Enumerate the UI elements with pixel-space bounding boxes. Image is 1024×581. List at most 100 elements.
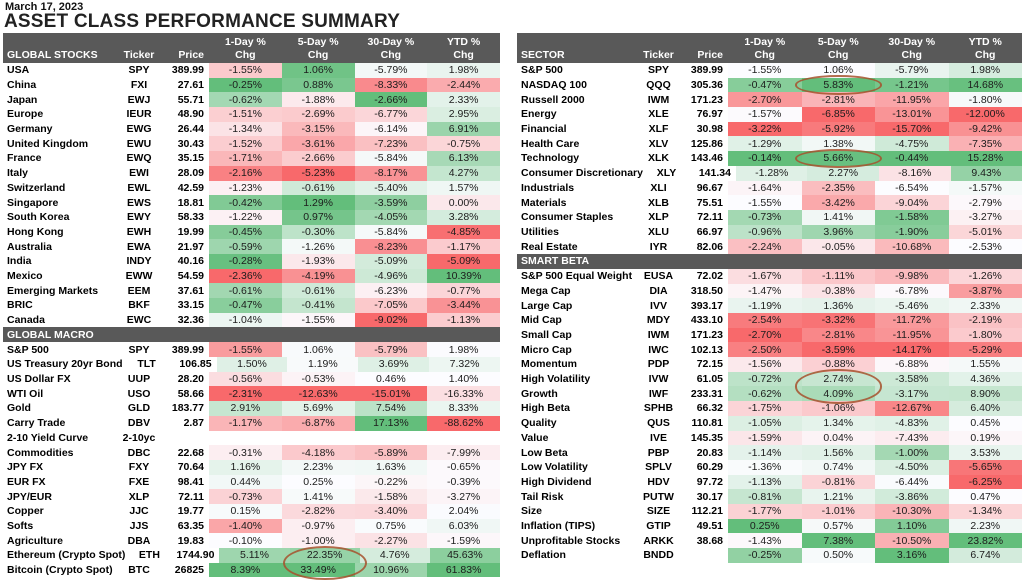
table-row: Low Volatility SPLV 60.29 -1.36% 0.74% -4.50%… xyxy=(517,459,1022,475)
table-row: Consumer Staples XLP 72.11 -0.73% 1.41% -1.58… xyxy=(517,209,1022,225)
price-cell: 98.41 xyxy=(177,475,204,488)
asset-label: Micro Cap xyxy=(521,343,572,356)
pct-cell: 0.00% xyxy=(427,195,500,210)
pct-cell: -4.19% xyxy=(281,268,355,284)
price-cell: 145.35 xyxy=(690,431,723,444)
asset-label: BRIC xyxy=(7,299,33,312)
price-cell: 60.29 xyxy=(696,461,723,474)
pct-cell: -1.90% xyxy=(875,224,949,240)
asset-label: Consumer Staples xyxy=(521,211,614,224)
table-row: Japan EWJ 55.71 -0.62% -1.88% -2.66% 2.33% xyxy=(3,92,500,108)
table-row: Technology XLK 143.46 -0.14% 5.66% -0.44% 15.2… xyxy=(517,151,1022,166)
pct-cell: -1.55% xyxy=(281,312,355,328)
ticker-cell: DBC xyxy=(127,446,151,459)
asset-label: Bitcoin (Crypto Spot) xyxy=(7,564,113,577)
pct-cell: 17.13% xyxy=(354,415,428,431)
pct-cell: -0.41% xyxy=(281,298,355,313)
table-row: Canada EWC 32.36 -1.04% -1.55% -9.02% -1.13% xyxy=(3,312,500,328)
pct-cell: -6.88% xyxy=(875,357,949,372)
pct-cell: 1.06% xyxy=(801,63,875,78)
table-header: GLOBAL STOCKS Ticker Price 1-Day % Chg 5-Day … xyxy=(3,33,500,63)
asset-label: Singapore xyxy=(7,196,59,209)
column-header-period: 30-Day % Chg xyxy=(355,33,428,63)
pct-cell: -1.67% xyxy=(728,268,802,284)
ticker-cell: IWF xyxy=(648,387,669,400)
pct-cell: -0.73% xyxy=(728,209,802,225)
price-cell: 18.81 xyxy=(177,196,204,209)
ticker-cell: PDP xyxy=(647,358,670,371)
asset-label: Energy xyxy=(521,108,557,121)
pct-cell: 6.91% xyxy=(427,121,500,137)
pct-cell: -5.79% xyxy=(875,63,949,78)
pct-cell: -3.59% xyxy=(354,195,428,210)
table-row: United Kingdom EWU 30.43 -1.52% -3.61% -7.23%… xyxy=(3,136,500,152)
period-label: YTD % xyxy=(968,36,1002,48)
pct-cell: -0.30% xyxy=(281,224,355,240)
section-header: SMART BETA xyxy=(517,253,1022,269)
pct-cell: -0.61% xyxy=(281,283,355,298)
pct-cell: 1.21% xyxy=(801,489,875,504)
pct-cell: 1.40% xyxy=(427,371,500,387)
asset-label: High Beta xyxy=(521,402,571,415)
pct-cell: -16.33% xyxy=(427,386,500,402)
price-cell: 1744.90 xyxy=(176,549,215,562)
pct-cell: -1.14% xyxy=(728,445,802,460)
ticker-cell: XLP xyxy=(648,211,669,224)
table-row: US Treasury 20yr Bond TLT 106.85 1.50% 1.19%… xyxy=(3,357,500,372)
pct-cell: -15.01% xyxy=(354,386,428,402)
asset-label: India xyxy=(7,255,32,268)
pct-cell: -1.28% xyxy=(735,165,808,181)
ticker-cell: EWA xyxy=(127,240,151,253)
pct-cell: -3.17% xyxy=(875,386,949,402)
asset-label: US Dollar FX xyxy=(7,373,71,386)
price-cell: 143.46 xyxy=(690,152,723,165)
ticker-cell: EWG xyxy=(126,123,152,136)
ticker-cell: QQQ xyxy=(646,79,671,92)
ticker-cell: EWH xyxy=(126,225,152,238)
pct-cell: -5.84% xyxy=(354,151,428,166)
pct-cell: -2.81% xyxy=(801,327,875,343)
pct-cell: -9.04% xyxy=(875,195,949,210)
table-row: Deflation BNDD -0.25% 0.50% 3.16% 6.74% xyxy=(517,548,1022,563)
pct-cell: -5.23% xyxy=(281,165,355,181)
table-row: USA SPY 389.99 -1.55% 1.06% -5.79% 1.98% xyxy=(3,63,500,78)
pct-cell: -8.17% xyxy=(354,165,428,181)
pct-cell: -3.32% xyxy=(801,313,875,328)
ticker-cell: SPHB xyxy=(643,402,674,415)
table-row: Financial XLF 30.98 -3.22% -5.92% -15.70% -9.4… xyxy=(517,121,1022,137)
pct-cell: 4.76% xyxy=(359,548,430,563)
pct-cell: 1.50% xyxy=(216,357,288,372)
ticker-cell: 2-10yc xyxy=(122,431,156,444)
pct-cell: 1.06% xyxy=(281,63,355,78)
pct-cell: -1.13% xyxy=(427,312,500,328)
pct-cell: 0.47% xyxy=(948,489,1022,504)
pct-cell: -1.05% xyxy=(728,415,802,431)
asset-label: United Kingdom xyxy=(7,137,89,150)
table-row: Russell 2000 IWM 171.23 -2.70% -2.81% -11.95%… xyxy=(517,92,1022,108)
pct-cell: -1.00% xyxy=(875,445,949,460)
pct-cell: 8.39% xyxy=(209,562,282,578)
pct-cell: -0.10% xyxy=(209,533,282,548)
pct-cell: -2.66% xyxy=(281,151,355,166)
price-cell: 66.32 xyxy=(696,402,723,415)
period-label: 5-Day % xyxy=(297,36,339,48)
price-cell: 72.02 xyxy=(696,270,723,283)
period-label: 5-Day % xyxy=(817,36,859,48)
asset-label: Industrials xyxy=(521,181,575,194)
price-cell: 28.09 xyxy=(177,167,204,180)
table-header: SECTOR Ticker Price 1-Day % Chg 5-Day % Chg 30-… xyxy=(517,33,1022,63)
table-row: Large Cap IVV 393.17 -1.19% 1.36% -5.46% 2.33% xyxy=(517,298,1022,313)
pct-cell: 2.33% xyxy=(427,92,500,108)
price-cell: 389.99 xyxy=(171,343,204,356)
asset-label: EUR FX xyxy=(7,475,46,488)
pct-cell: -3.40% xyxy=(354,503,428,519)
asset-label: Germany xyxy=(7,123,53,136)
pct-cell: 1.98% xyxy=(427,63,500,78)
ticker-cell: SPY xyxy=(647,64,669,77)
asset-label: Deflation xyxy=(521,549,566,562)
pct-cell: -1.55% xyxy=(728,195,802,210)
pct-cell: 1.98% xyxy=(948,63,1022,78)
pct-cell: -1.43% xyxy=(728,533,802,548)
pct-cell: -1.93% xyxy=(281,253,355,269)
asset-label: JPY/EUR xyxy=(7,490,52,503)
